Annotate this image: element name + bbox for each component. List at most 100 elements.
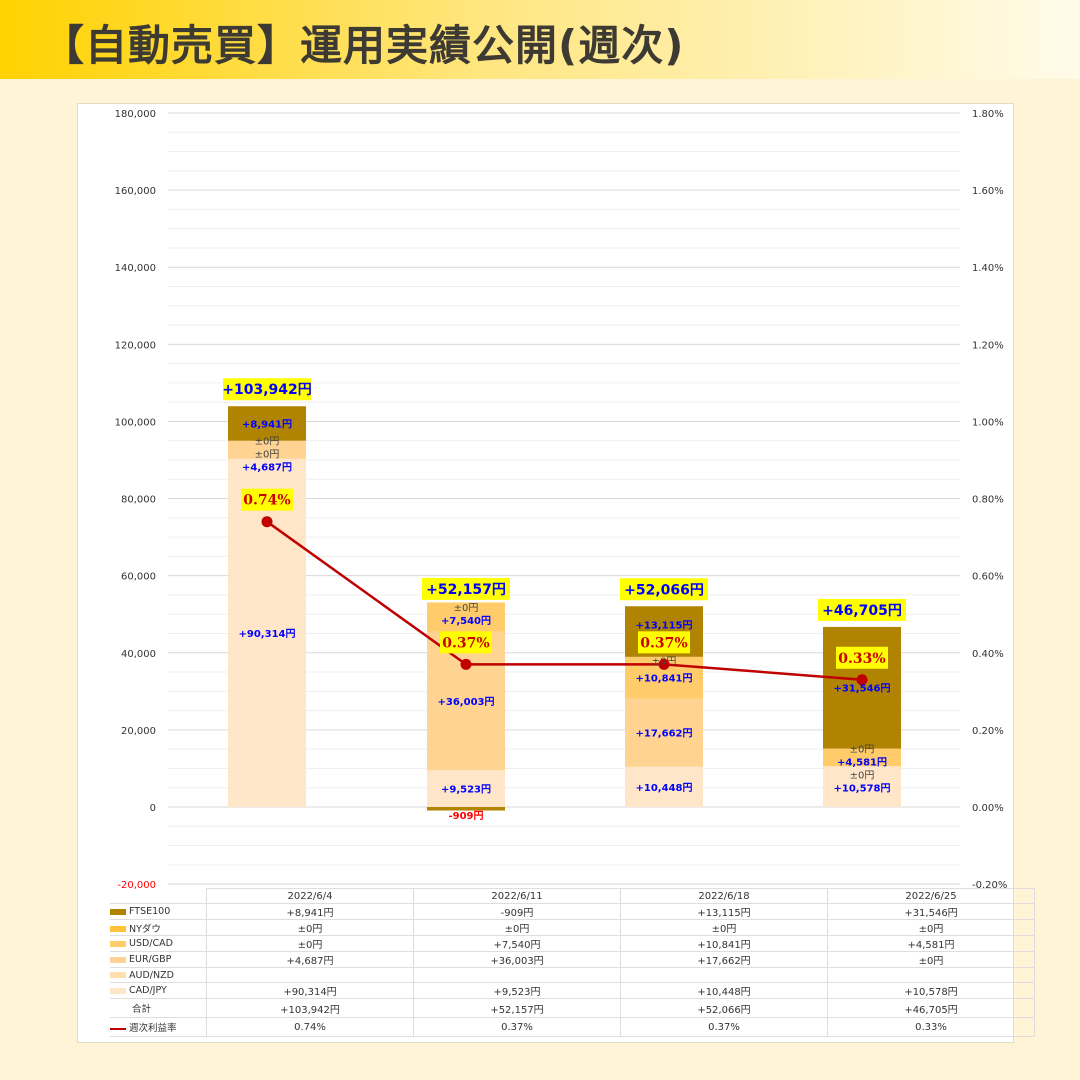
table-cell: ±0円 — [827, 919, 1035, 936]
bar-segment — [427, 770, 505, 807]
total-label-box — [818, 598, 906, 621]
table-cell: +7,540円 — [413, 935, 621, 952]
table-cell: +52,157円 — [413, 998, 621, 1018]
title-banner — [0, 0, 1080, 79]
bar-data-label: -909円 — [448, 810, 483, 822]
total-label-box — [620, 578, 708, 601]
rate-data-label: 0.37% — [640, 635, 687, 651]
bar-segment — [228, 406, 306, 441]
bar-data-label: +4,581円 — [837, 757, 887, 769]
table-cell: +17,662円 — [620, 951, 828, 968]
y-tick-label: 80,000 — [121, 495, 156, 506]
rate-label-box — [440, 631, 492, 654]
table-cell: +10,448円 — [620, 982, 828, 999]
y2-tick-label: 1.80% — [972, 109, 1004, 120]
table-cell: +9,523円 — [413, 982, 621, 999]
rate-point — [856, 674, 868, 686]
y2-tick-label: 1.60% — [972, 186, 1004, 197]
page-title: 【自動売買】運用実績公開(週次) — [42, 21, 685, 70]
data-table: 2022/6/4 2022/6/11 2022/6/18 2022/6/25 FTSE1… — [110, 888, 1035, 1037]
category-header: 2022/6/25 — [827, 888, 1035, 904]
y-tick-label: 0 — [150, 803, 156, 814]
legend-label: FTSE100 — [129, 906, 171, 917]
table-cell: ±0円 — [206, 919, 414, 936]
bar-data-label: ±0円 — [850, 771, 875, 782]
rate-point — [261, 516, 273, 528]
rate-data-label: 0.37% — [442, 635, 489, 651]
legend-entry: NYダウ — [110, 919, 207, 936]
y2-tick-label: 0.40% — [972, 649, 1004, 660]
table-corner — [110, 889, 207, 904]
legend-label: 合計 — [132, 1004, 152, 1015]
y2-tick-label: 1.40% — [972, 263, 1004, 274]
table-cell — [620, 967, 828, 983]
bar-segment — [823, 748, 901, 767]
table-cell: +10,841円 — [620, 935, 828, 952]
table-cell: +10,578円 — [827, 982, 1035, 999]
total-data-label: +52,157円 — [426, 582, 506, 598]
legend-label: CAD/JPY — [129, 985, 167, 996]
category-header: 2022/6/4 — [206, 888, 414, 904]
rate-data-label: 0.33% — [838, 651, 885, 667]
legend-label: 週次利益率 — [129, 1023, 177, 1034]
bar-data-label: +36,003円 — [438, 696, 495, 708]
table-cell: +36,003円 — [413, 951, 621, 968]
table-cell: +31,546円 — [827, 903, 1035, 920]
total-label-box — [422, 577, 510, 600]
rate-label-box — [241, 488, 293, 511]
table-cell: +90,314円 — [206, 982, 414, 999]
table-cell: ±0円 — [206, 935, 414, 952]
legend-swatch — [110, 956, 126, 963]
y-tick-label: 160,000 — [115, 186, 156, 197]
table-cell: +46,705円 — [827, 998, 1035, 1018]
legend-label: USD/CAD — [129, 938, 173, 949]
legend-label: NYダウ — [129, 923, 161, 935]
legend-label: AUD/NZD — [129, 969, 174, 981]
y-tick-label: 40,000 — [121, 649, 156, 660]
rate-label-box — [836, 646, 888, 669]
bar-data-label: +31,546円 — [834, 683, 891, 695]
bar-data-label: ±0円 — [454, 603, 479, 614]
bar-data-label: +10,448円 — [636, 782, 693, 794]
table-cell — [827, 967, 1035, 983]
bar-data-label: ±0円 — [652, 656, 677, 667]
table-cell: +52,066円 — [620, 998, 828, 1018]
table-cell: 0.33% — [827, 1017, 1035, 1037]
bar-data-label: ±0円 — [255, 437, 280, 448]
bar-segment — [823, 766, 901, 807]
legend-swatch — [110, 940, 126, 947]
table-cell: 0.74% — [206, 1017, 414, 1037]
legend-swatch — [110, 987, 126, 994]
bar-data-label: +4,687円 — [242, 462, 292, 474]
bar-segment — [228, 440, 306, 459]
table-cell: +8,941円 — [206, 903, 414, 920]
y-tick-label: -20,000 — [117, 880, 156, 891]
category-header: 2022/6/18 — [620, 888, 828, 904]
table-cell: ±0円 — [413, 919, 621, 936]
table-cell: ±0円 — [827, 951, 1035, 968]
rate-data-label: 0.74% — [243, 493, 290, 509]
y2-tick-label: -0.20% — [972, 880, 1007, 891]
y2-tick-label: 0.80% — [972, 495, 1004, 506]
y2-tick-label: 0.60% — [972, 572, 1004, 583]
legend-line-icon — [110, 1027, 126, 1030]
table-cell — [206, 967, 414, 983]
bar-data-label: +10,841円 — [636, 673, 693, 685]
rate-label-box — [638, 631, 690, 654]
bar-segment — [427, 602, 505, 632]
rate-point — [658, 658, 670, 670]
bar-segment — [427, 807, 505, 811]
y-tick-label: 180,000 — [115, 109, 156, 120]
table-cell: +13,115円 — [620, 903, 828, 920]
rate-line — [266, 520, 863, 682]
total-data-label: +52,066円 — [624, 582, 704, 598]
y-tick-label: 100,000 — [115, 417, 156, 428]
total-data-label: +103,942円 — [222, 382, 312, 398]
legend-swatch — [110, 972, 126, 978]
table-cell — [413, 967, 621, 983]
bar-data-label: ±0円 — [850, 745, 875, 756]
legend-entry: EUR/GBP — [110, 951, 207, 968]
table-cell: 0.37% — [413, 1017, 621, 1037]
bar-segment — [625, 698, 703, 767]
